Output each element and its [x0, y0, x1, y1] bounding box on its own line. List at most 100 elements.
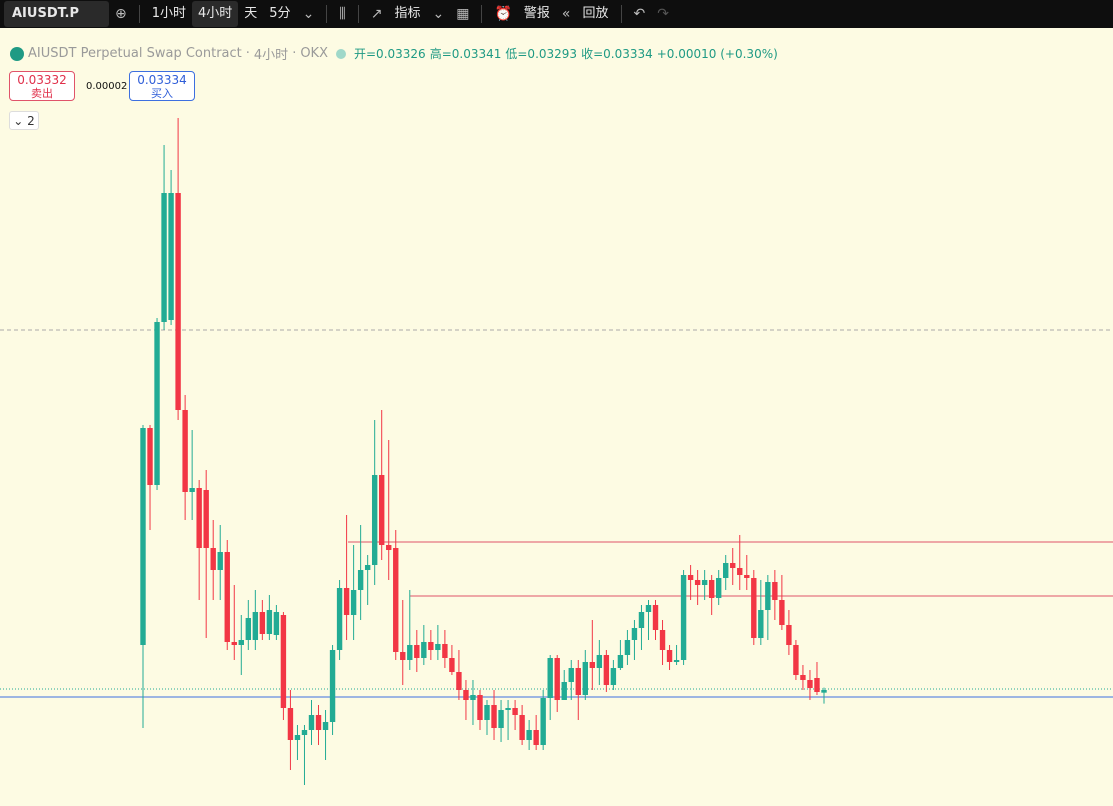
candle-body	[751, 578, 757, 638]
replay[interactable]: 回放	[582, 6, 609, 21]
indicators-menu[interactable]: ⌄	[432, 6, 445, 22]
candle-body	[147, 428, 153, 485]
alert[interactable]: 警报	[523, 6, 550, 21]
separator	[326, 5, 328, 23]
candle-body	[210, 548, 216, 570]
toolbar: AIUSDT.P ⊕ 1小时 4小时 天 5分 ⌄ ⫼ ↗ 指标 ⌄ ▦ ⏰ 警…	[0, 0, 1113, 28]
chart-style[interactable]: ⫼	[339, 6, 346, 22]
candle-body	[765, 582, 771, 610]
legend-separator: ·	[292, 46, 297, 61]
candle-body	[800, 675, 806, 680]
candle-body	[449, 658, 455, 672]
layouts[interactable]: ▦	[456, 6, 470, 22]
interval[interactable]: 天	[244, 6, 258, 21]
candle-body	[793, 645, 799, 675]
collapse-button[interactable]: ⌄ 2	[9, 111, 39, 130]
candle-body	[610, 668, 617, 685]
candle-body	[266, 610, 273, 634]
sell-button[interactable]: 0.03332 卖出	[9, 71, 75, 101]
add-symbol[interactable]: ⊕	[114, 6, 127, 22]
candle-body	[715, 578, 722, 598]
candle-body	[371, 475, 378, 565]
candle-body	[252, 612, 259, 640]
candle-body	[435, 644, 441, 650]
candle-body	[617, 655, 624, 668]
candle-body	[666, 650, 673, 662]
candle-body	[161, 193, 167, 322]
indicators-icon[interactable]: ↗	[370, 6, 383, 22]
interval[interactable]: 1小时	[151, 6, 186, 21]
separator	[357, 5, 359, 23]
buy-label: 买入	[151, 87, 173, 100]
candle-body	[582, 662, 588, 695]
candle-body	[645, 605, 652, 612]
candle-body	[484, 705, 490, 720]
candle-body	[554, 658, 560, 700]
candle-body	[505, 708, 511, 710]
candle-body	[737, 568, 743, 575]
candle-body	[687, 575, 694, 580]
undo[interactable]: ↶	[633, 6, 646, 22]
candle-body	[533, 730, 539, 745]
legend-change: +0.00010 (+0.30%)	[656, 46, 778, 61]
candle-body	[477, 695, 483, 720]
legend: AIUSDT Perpetual Swap Contract · 4小时 · O…	[10, 44, 778, 63]
symbol-button[interactable]: AIUSDT.P	[4, 1, 109, 27]
candle-body	[343, 588, 350, 615]
candle-body	[659, 630, 666, 650]
candle-body	[308, 715, 315, 730]
sell-label: 卖出	[31, 87, 53, 100]
candle-body	[442, 644, 448, 658]
alert-icon[interactable]: ⏰	[494, 6, 512, 22]
candle-body	[393, 548, 399, 652]
separator	[481, 5, 483, 23]
candle-body	[400, 652, 406, 660]
candle-body	[175, 193, 181, 410]
candle-body	[140, 428, 146, 645]
candle-body	[336, 588, 343, 650]
candle-body	[519, 715, 525, 740]
candle-body	[386, 545, 392, 550]
candle-body	[547, 658, 553, 698]
indicators[interactable]: 指标	[394, 6, 421, 21]
interval-menu[interactable]: ⌄	[302, 6, 315, 22]
interval[interactable]: 5分	[269, 6, 291, 21]
buy-price: 0.03334	[137, 73, 187, 87]
candle-body	[596, 655, 603, 668]
interval[interactable]: 4小时	[191, 1, 239, 27]
candle-body	[294, 735, 301, 740]
candle-body	[463, 690, 469, 700]
redo[interactable]: ↷	[657, 6, 669, 22]
candle-body	[807, 680, 813, 688]
candle-body	[301, 730, 308, 735]
candle-body	[561, 682, 567, 700]
replay-icon[interactable]: «	[561, 6, 571, 22]
collapse-count: 2	[27, 114, 35, 128]
candle-body	[779, 600, 785, 625]
status-dot	[336, 48, 346, 59]
candle-body	[589, 662, 596, 668]
candle-body	[470, 695, 476, 700]
candle-body	[379, 475, 385, 545]
candle-body	[238, 640, 244, 645]
candle-body	[730, 563, 736, 568]
candle-body	[526, 730, 532, 740]
candle-body	[456, 672, 462, 690]
candle-body	[364, 565, 371, 570]
candle-body	[357, 570, 364, 590]
candle-body	[407, 645, 413, 660]
legend-interval: 4小时	[253, 48, 289, 63]
candle-body	[772, 582, 778, 600]
candle-body	[259, 612, 266, 634]
candle-body	[182, 410, 188, 492]
candle-body	[652, 605, 659, 630]
candle-body	[744, 575, 750, 578]
legend-close: 收=0.03334	[581, 47, 653, 61]
candle-body	[701, 580, 708, 585]
candle-body	[322, 722, 329, 730]
candle-body	[428, 642, 434, 650]
legend-title: AIUSDT Perpetual Swap Contract	[28, 46, 242, 61]
candle-body	[189, 488, 195, 492]
buy-button[interactable]: 0.03334 买入	[129, 71, 195, 101]
